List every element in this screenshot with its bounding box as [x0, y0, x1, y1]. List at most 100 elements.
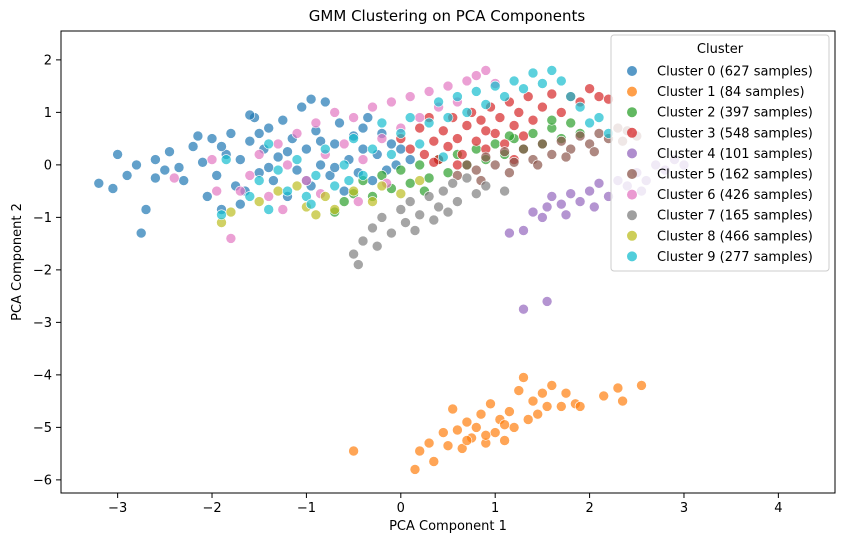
- cluster-5-point: [461, 159, 473, 171]
- cluster-2-point: [442, 167, 454, 178]
- cluster-3-point: [442, 141, 454, 152]
- cluster-0-point: [93, 178, 105, 189]
- cluster-0-point: [268, 175, 279, 186]
- cluster-4-point: [584, 185, 595, 197]
- cluster-1-point: [574, 401, 586, 412]
- cluster-1-point: [598, 390, 610, 402]
- cluster-0-point: [301, 143, 312, 155]
- cluster-6-point: [367, 101, 378, 113]
- cluster-0-point: [296, 101, 308, 113]
- cluster-0-point: [319, 96, 331, 108]
- cluster-7-point: [404, 196, 416, 207]
- cluster-1-point: [504, 406, 515, 417]
- cluster-5-point: [560, 151, 572, 163]
- cluster-5-point: [574, 130, 586, 142]
- cluster-9-point: [404, 112, 416, 123]
- cluster-7-point: [357, 235, 369, 247]
- cluster-0-point: [225, 128, 237, 139]
- legend-label: Cluster 7 (165 samples): [657, 209, 813, 224]
- cluster-1-point: [475, 408, 487, 420]
- legend-label: Cluster 0 (627 samples): [657, 65, 813, 80]
- cluster-1-point: [485, 398, 496, 410]
- x-axis-label: PCA Component 1: [389, 519, 507, 534]
- cluster-2-point: [404, 178, 416, 189]
- cluster-6-point: [310, 117, 322, 129]
- cluster-0-point: [164, 146, 175, 157]
- cluster-4-point: [560, 209, 572, 221]
- cluster-0-point: [357, 143, 369, 155]
- cluster-2-point: [527, 128, 539, 139]
- cluster-7-point: [480, 180, 492, 192]
- cluster-9-point: [263, 204, 275, 215]
- cluster-3-point: [513, 107, 525, 118]
- cluster-6-point: [263, 191, 275, 202]
- cluster-0-point: [150, 154, 161, 165]
- cluster-9-point: [593, 112, 605, 123]
- cluster-9-point: [565, 91, 577, 102]
- cluster-2-point: [546, 114, 558, 126]
- cluster-9-point: [263, 138, 275, 150]
- cluster-0-point: [187, 141, 199, 152]
- cluster-3-point: [593, 91, 605, 102]
- cluster-2-point: [376, 170, 388, 181]
- legend-label: Cluster 2 (397 samples): [657, 106, 813, 121]
- cluster-9-point: [527, 67, 539, 79]
- cluster-5-point: [499, 146, 510, 157]
- cluster-0-point: [235, 198, 246, 210]
- cluster-6-point: [277, 204, 289, 215]
- cluster-0-point: [263, 122, 275, 134]
- x-tick-label: −3: [108, 501, 127, 516]
- cluster-3-point: [404, 143, 416, 155]
- x-tick-label: 3: [680, 501, 688, 516]
- cluster-7-point: [428, 214, 440, 226]
- cluster-1-point: [480, 429, 492, 441]
- cluster-6-point: [282, 159, 293, 171]
- legend-marker: [627, 107, 637, 118]
- cluster-0-point: [386, 138, 397, 150]
- legend-label: Cluster 1 (84 samples): [657, 85, 805, 100]
- cluster-0-point: [338, 185, 350, 197]
- legend-label: Cluster 4 (101 samples): [657, 147, 813, 162]
- cluster-9-point: [367, 143, 378, 155]
- cluster-3-point: [456, 149, 468, 160]
- cluster-1-point: [437, 427, 449, 438]
- legend-label: Cluster 5 (162 samples): [657, 168, 813, 183]
- cluster-0-point: [112, 149, 123, 160]
- cluster-7-point: [423, 191, 435, 202]
- cluster-5-point: [489, 159, 501, 171]
- cluster-5-point: [555, 135, 567, 147]
- cluster-0-point: [121, 170, 133, 181]
- cluster-2-point: [395, 164, 407, 176]
- cluster-2-point: [489, 138, 501, 150]
- cluster-0-point: [244, 109, 256, 121]
- y-tick-label: −6: [33, 473, 52, 488]
- y-tick-label: −3: [33, 316, 52, 331]
- legend-marker: [627, 169, 637, 179]
- cluster-4-point: [588, 201, 600, 213]
- cluster-9-point: [499, 91, 510, 102]
- cluster-3-point: [546, 88, 558, 100]
- cluster-7-point: [437, 185, 449, 197]
- cluster-6-point: [338, 138, 350, 150]
- cluster-0-point: [315, 135, 326, 147]
- cluster-9-point: [282, 185, 293, 197]
- cluster-1-point: [499, 435, 510, 446]
- cluster-1-point: [442, 440, 454, 452]
- cluster-9-point: [329, 180, 341, 192]
- y-tick-label: −5: [33, 421, 52, 436]
- cluster-6-point: [272, 138, 284, 150]
- cluster-5-point: [518, 143, 529, 155]
- legend-marker: [627, 189, 637, 200]
- cluster-9-point: [584, 117, 595, 129]
- cluster-0-point: [173, 162, 185, 173]
- cluster-8-point: [329, 204, 341, 215]
- cluster-4-point: [546, 191, 558, 202]
- cluster-0-point: [329, 162, 341, 173]
- cluster-1-point: [541, 401, 553, 412]
- x-tick-label: −1: [297, 501, 316, 516]
- cluster-3-point: [475, 114, 487, 126]
- cluster-6-point: [414, 112, 426, 123]
- legend-label: Cluster 6 (426 samples): [657, 188, 813, 203]
- cluster-9-point: [244, 191, 256, 202]
